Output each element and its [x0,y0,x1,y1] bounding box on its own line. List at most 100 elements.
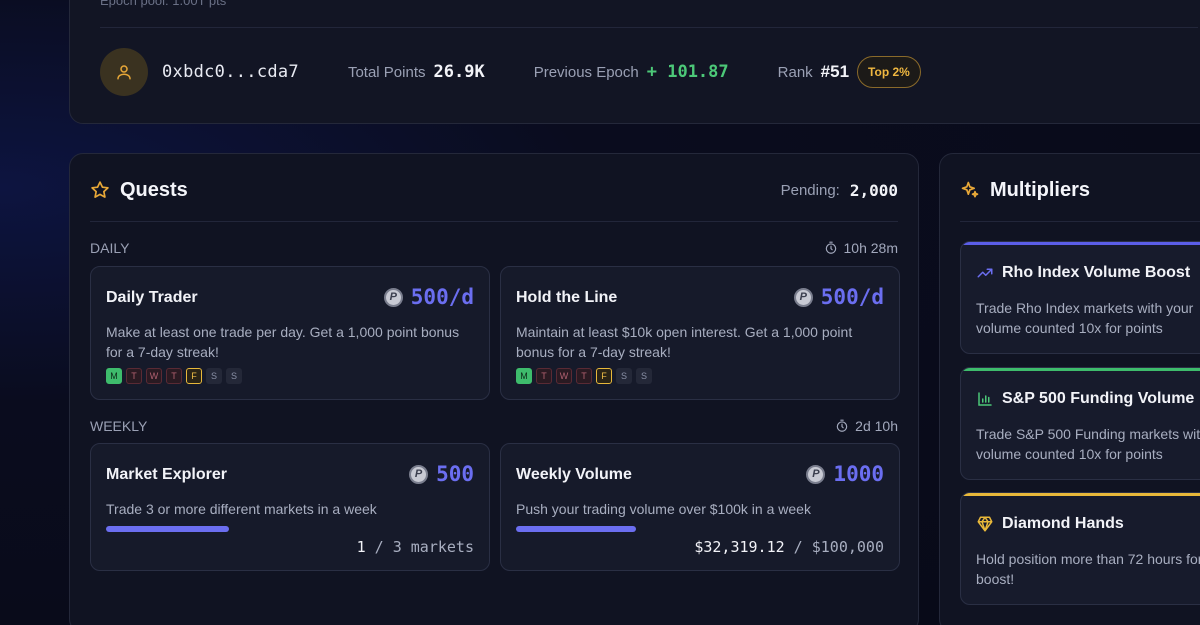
quest-title: Hold the Line [516,289,618,306]
pending-value: 2,000 [849,180,898,200]
divider [960,221,1200,222]
rank-value: #51 [820,62,850,81]
quests-title: Quests [90,179,188,202]
star-icon [91,181,109,198]
avatar[interactable] [100,48,148,96]
points-coin-icon: P [383,287,403,307]
daily-label: DAILY [90,240,130,256]
streak-days: M T W T F S S [106,368,242,384]
multiplier-title: Rho Index Volume Boost [976,264,1190,282]
quest-reward: P 500/d [383,285,474,309]
card-accent-line [961,368,1200,371]
quest-description: Make at least one trade per day. Get a 1… [106,324,460,360]
quest-title: Daily Trader [106,289,198,306]
daily-timer-text: 10h 28m [843,240,898,256]
quest-reward: P 500/d [793,285,884,309]
streak-day: W [556,368,572,384]
rank-label: Rank [777,63,813,81]
points-coin-icon: P [409,464,429,484]
streak-day: W [146,368,162,384]
quest-reward-value: 500/d [410,285,474,309]
streak-day: S [616,368,632,384]
streak-day: F [596,368,612,384]
multiplier-title: S&P 500 Funding Volume [976,390,1194,408]
progress-current: 1 [356,538,366,556]
progress-total: $100,000 [811,538,884,556]
daily-section-header: DAILY 10h 28m [90,238,898,258]
multiplier-title: Diamond Hands [976,515,1124,533]
streak-day: T [126,368,142,384]
streak-day: F [186,368,202,384]
multiplier-card-rho-index[interactable]: Rho Index Volume Boost Trade Rho Index m… [960,241,1200,354]
quest-description: Push your trading volume over $100k in a… [516,501,811,517]
streak-days: M T W T F S S [516,368,652,384]
progress-bar [106,526,476,532]
multipliers-title-text: Multipliers [990,178,1091,201]
streak-day: T [576,368,592,384]
diamond-icon [977,516,993,532]
streak-day: S [636,368,652,384]
multipliers-title: Multipliers [960,174,1090,206]
stopwatch-icon [825,241,836,254]
quest-reward-value: 1000 [833,462,884,486]
multiplier-description: Trade S&P 500 Funding markets with volum… [976,426,1200,462]
quests-panel: Quests Pending: 2,000 DAILY 10h 28m Dail… [69,153,919,625]
multiplier-title-text: S&P 500 Funding Volume [1002,390,1195,407]
stopwatch-icon [836,419,848,432]
points-coin-icon: P [806,464,826,484]
progress-text: 1 / 3 markets [357,538,474,556]
multiplier-description: Trade Rho Index markets with your volume… [976,300,1194,336]
previous-epoch-label: Previous Epoch [533,63,639,81]
card-accent-line [961,493,1200,496]
user-icon [117,65,131,80]
quest-title: Market Explorer [106,466,227,483]
profile-card: Epoch pool: 1.00T pts 0xbdc0...cda7 Tota… [69,0,1200,124]
quest-card-market-explorer[interactable]: Market Explorer P 500 Trade 3 or more di… [90,443,490,571]
progress-separator: / [784,538,812,556]
wallet-address[interactable]: 0xbdc0...cda7 [162,62,299,82]
total-points-label: Total Points [347,63,426,81]
divider [90,221,898,222]
progress-current: $32,319.12 [694,538,785,556]
multiplier-description: Hold position more than 72 hours for boo… [976,551,1200,587]
weekly-timer-text: 2d 10h [855,418,898,434]
streak-day: T [536,368,552,384]
progress-text: $32,319.12 / $100,000 [694,538,884,556]
quests-header: Quests Pending: 2,000 [90,174,898,206]
streak-day: M [516,368,532,384]
multiplier-card-diamond-hands[interactable]: Diamond Hands Hold position more than 72… [960,492,1200,605]
weekly-section-header: WEEKLY 2d 10h [90,416,898,436]
quest-reward-value: 500 [436,462,474,486]
quest-reward-value: 500/d [820,285,884,309]
bar-chart-icon [978,392,992,406]
progress-fill [106,526,230,532]
streak-day: T [166,368,182,384]
multipliers-panel: Multipliers Rho Index Volume Boost Trade… [939,153,1200,625]
quest-card-weekly-volume[interactable]: Weekly Volume P 1000 Push your trading v… [500,443,900,571]
progress-fill [516,526,636,532]
quests-title-text: Quests [120,178,188,201]
progress-bar [516,526,886,532]
multiplier-card-sp500-funding[interactable]: S&P 500 Funding Volume Trade S&P 500 Fun… [960,367,1200,480]
multiplier-title-text: Rho Index Volume Boost [1002,264,1191,281]
quest-card-hold-the-line[interactable]: Hold the Line P 500/d Maintain at least … [500,266,900,400]
streak-day: S [226,368,242,384]
sparkles-icon [961,181,979,198]
streak-day: S [206,368,222,384]
quest-description: Maintain at least $10k open interest. Ge… [516,324,853,360]
card-accent-line [961,242,1200,245]
progress-separator: / [365,538,393,556]
pending-points: Pending: 2,000 [781,181,898,200]
weekly-label: WEEKLY [90,418,148,434]
epoch-pool-text: Epoch pool: 1.00T pts [100,0,227,8]
quest-description: Trade 3 or more different markets in a w… [106,501,377,517]
progress-total: 3 markets [392,538,474,556]
pending-label: Pending: [780,181,840,199]
multiplier-title-text: Diamond Hands [1002,515,1124,532]
daily-timer: 10h 28m [824,240,898,256]
quest-card-daily-trader[interactable]: Daily Trader P 500/d Make at least one t… [90,266,490,400]
streak-day: M [106,368,122,384]
total-points-value: 26.9K [433,62,485,82]
points-coin-icon: P [793,287,813,307]
quest-reward: P 500 [409,462,474,486]
